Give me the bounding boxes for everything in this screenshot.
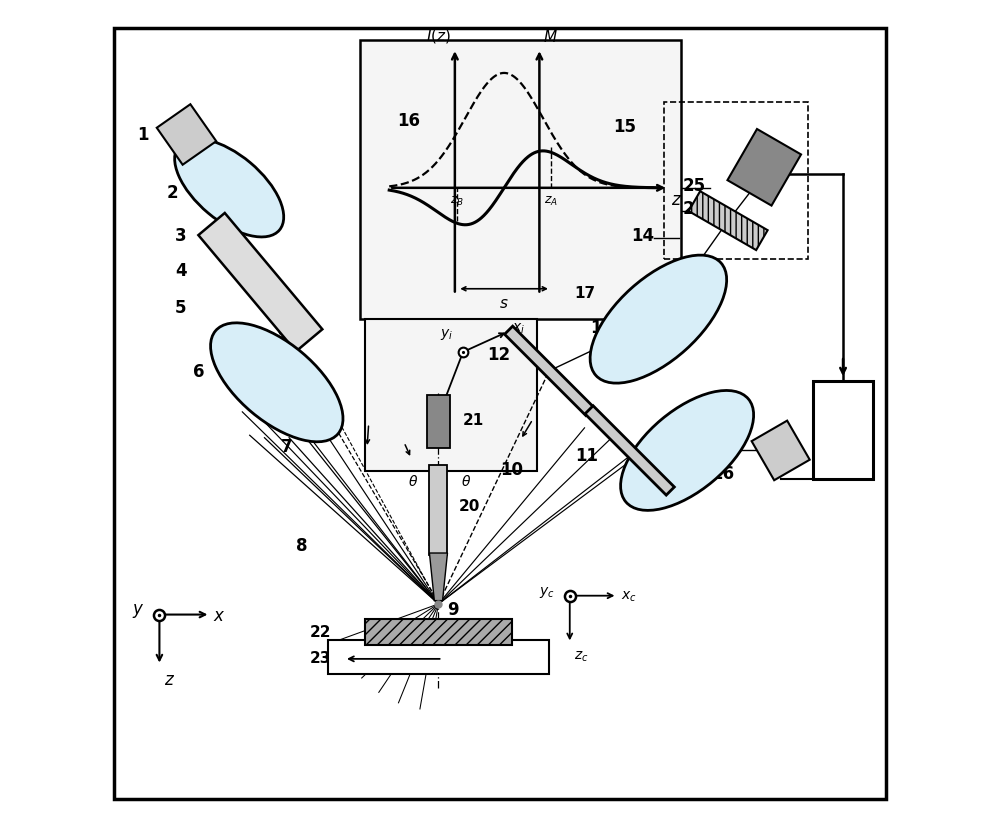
Text: 4: 4: [175, 262, 187, 280]
Text: $y_c$: $y_c$: [539, 585, 555, 599]
Text: $\theta$: $\theta$: [408, 474, 418, 489]
Text: 10: 10: [500, 460, 523, 479]
Text: $y$: $y$: [132, 602, 145, 619]
Text: $z_c$: $z_c$: [574, 648, 588, 662]
Text: 7: 7: [281, 438, 292, 455]
Text: $y_i$: $y_i$: [440, 327, 453, 342]
Polygon shape: [198, 214, 322, 352]
Text: 5: 5: [175, 298, 187, 316]
Text: 3: 3: [175, 226, 187, 244]
Text: 18: 18: [816, 397, 839, 415]
Polygon shape: [360, 41, 681, 320]
Ellipse shape: [590, 256, 727, 383]
Text: $z_A$: $z_A$: [544, 195, 558, 207]
Ellipse shape: [175, 140, 284, 238]
Text: 24: 24: [682, 200, 705, 218]
Text: 6: 6: [193, 363, 205, 380]
Text: $z$: $z$: [164, 671, 175, 689]
Text: 25: 25: [682, 177, 705, 195]
Polygon shape: [427, 396, 450, 449]
Bar: [813, 381, 873, 479]
Text: $z_B$: $z_B$: [450, 195, 464, 207]
Text: 13: 13: [590, 319, 613, 337]
Text: $I(z)$: $I(z)$: [426, 27, 451, 46]
Polygon shape: [157, 105, 216, 166]
Ellipse shape: [621, 391, 754, 511]
Text: $z$: $z$: [671, 191, 682, 209]
Text: $z_i$: $z_i$: [439, 414, 451, 428]
Text: 8: 8: [296, 537, 307, 554]
Text: $x_i$: $x_i$: [512, 320, 526, 335]
Text: $\theta$: $\theta$: [461, 474, 471, 489]
Polygon shape: [585, 407, 674, 495]
Polygon shape: [429, 465, 447, 556]
Text: 22: 22: [309, 624, 331, 639]
Text: 1: 1: [137, 127, 149, 144]
Text: $x_c$: $x_c$: [621, 589, 636, 603]
Text: 20: 20: [459, 498, 480, 513]
Text: 27: 27: [764, 444, 788, 461]
Ellipse shape: [211, 324, 343, 442]
Polygon shape: [505, 327, 594, 416]
Text: 21: 21: [463, 412, 484, 427]
Polygon shape: [365, 320, 537, 471]
Text: 19: 19: [664, 452, 687, 469]
Text: 15: 15: [613, 118, 636, 136]
Text: 12: 12: [487, 346, 510, 364]
Text: 26: 26: [712, 465, 735, 483]
Text: 14: 14: [631, 226, 654, 244]
Polygon shape: [752, 421, 810, 480]
Text: 9: 9: [447, 600, 458, 618]
Text: 11: 11: [575, 446, 598, 464]
Text: $x$: $x$: [213, 606, 225, 623]
Polygon shape: [727, 130, 801, 206]
Text: $M$: $M$: [543, 29, 557, 46]
Bar: [328, 640, 549, 675]
Text: $s$: $s$: [499, 296, 509, 311]
Bar: [365, 619, 512, 645]
Text: 2: 2: [167, 184, 178, 202]
Text: 16: 16: [397, 112, 420, 129]
Text: 23: 23: [310, 650, 331, 665]
Text: 17: 17: [574, 285, 595, 301]
Polygon shape: [689, 192, 768, 251]
Polygon shape: [429, 553, 447, 601]
